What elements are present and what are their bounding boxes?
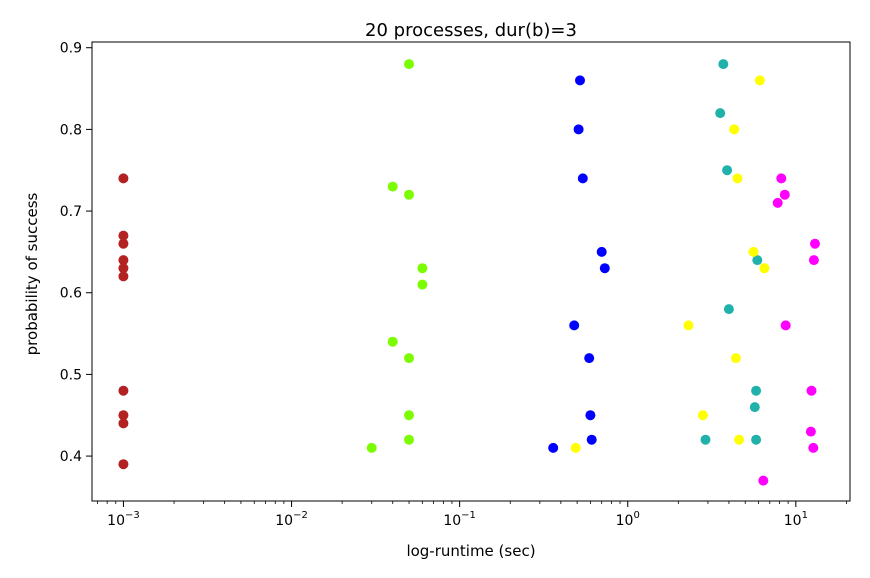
data-point: [772, 197, 783, 208]
data-point: [751, 434, 762, 445]
y-tick-label: 0.6: [60, 286, 82, 302]
data-point: [776, 173, 787, 184]
data-point: [118, 385, 129, 396]
data-point: [548, 442, 559, 453]
x-tick-label: 10−2: [275, 510, 308, 529]
data-point: [730, 353, 741, 364]
x-tick-label: 10−1: [443, 510, 476, 529]
data-point: [118, 263, 129, 274]
data-point: [387, 181, 398, 192]
y-tick-label: 0.4: [60, 449, 82, 465]
data-point: [810, 238, 820, 249]
x-tick-label-base: 10: [616, 513, 634, 529]
data-point: [404, 353, 414, 364]
data-point: [366, 442, 377, 453]
data-point: [806, 385, 817, 396]
data-point: [118, 271, 129, 282]
x-tick-label-exponent: 0: [633, 510, 639, 521]
data-point: [585, 410, 596, 421]
x-tick-label-base: 10: [784, 513, 802, 529]
data-point: [569, 320, 580, 331]
x-tick-label-exponent: −3: [125, 510, 140, 521]
plot-frame: [91, 41, 851, 502]
data-point: [759, 263, 770, 274]
x-tick-label: 101: [784, 510, 808, 529]
data-point: [404, 59, 414, 70]
data-point: [748, 246, 759, 257]
data-point: [697, 410, 708, 421]
data-point: [599, 263, 610, 274]
data-point: [754, 75, 765, 86]
data-point: [118, 173, 129, 184]
data-point: [722, 165, 733, 176]
x-tick-label-exponent: −2: [293, 510, 308, 521]
y-axis-ticks: 0.4 0.5 0.6 0.7 0.8 0.9: [60, 41, 92, 465]
data-point: [808, 442, 819, 453]
y-tick-label: 0.5: [60, 367, 82, 383]
x-axis-ticks: 10−3 10−2 10−1 100 101: [97, 501, 847, 529]
data-point: [118, 230, 129, 241]
data-point: [758, 475, 769, 486]
data-point: [584, 353, 595, 364]
data-point: [118, 418, 129, 429]
data-point: [404, 189, 414, 200]
data-point: [577, 173, 588, 184]
data-point: [779, 189, 790, 200]
data-point: [700, 434, 711, 445]
data-point: [732, 173, 743, 184]
data-point: [575, 75, 585, 86]
data-points: [118, 59, 820, 486]
data-point: [718, 59, 729, 70]
data-point: [749, 402, 760, 413]
data-point: [734, 434, 745, 445]
data-point: [573, 124, 584, 135]
data-point: [417, 279, 428, 290]
y-axis-label: probability of success: [23, 192, 41, 355]
data-point: [808, 255, 819, 266]
data-point: [118, 238, 129, 249]
data-point: [118, 255, 129, 266]
x-tick-label-base: 10: [443, 513, 461, 529]
data-point: [780, 320, 791, 331]
y-tick-label: 0.9: [60, 41, 82, 57]
x-tick-label: 10−3: [107, 510, 140, 529]
x-tick-label: 100: [616, 510, 640, 529]
data-point: [729, 124, 740, 135]
data-point: [118, 459, 129, 470]
x-tick-label-exponent: 1: [802, 510, 808, 521]
data-point: [752, 255, 763, 266]
data-point: [570, 442, 581, 453]
data-point: [404, 434, 414, 445]
y-tick-label: 0.8: [60, 122, 82, 138]
x-tick-label-exponent: −1: [461, 510, 476, 521]
x-tick-label-base: 10: [107, 513, 125, 529]
data-point: [417, 263, 428, 274]
chart-title: 20 processes, dur(b)=3: [365, 20, 577, 41]
data-point: [805, 426, 816, 437]
data-point: [404, 410, 414, 421]
data-point: [715, 108, 726, 119]
data-point: [118, 410, 129, 421]
data-point: [683, 320, 694, 331]
y-tick-label: 0.7: [60, 204, 82, 220]
data-point: [387, 336, 398, 347]
data-point: [723, 304, 734, 315]
data-point: [596, 246, 607, 257]
data-point: [586, 434, 597, 445]
data-point: [751, 385, 762, 396]
x-axis-label: log-runtime (sec): [406, 542, 535, 560]
x-tick-label-base: 10: [275, 513, 293, 529]
